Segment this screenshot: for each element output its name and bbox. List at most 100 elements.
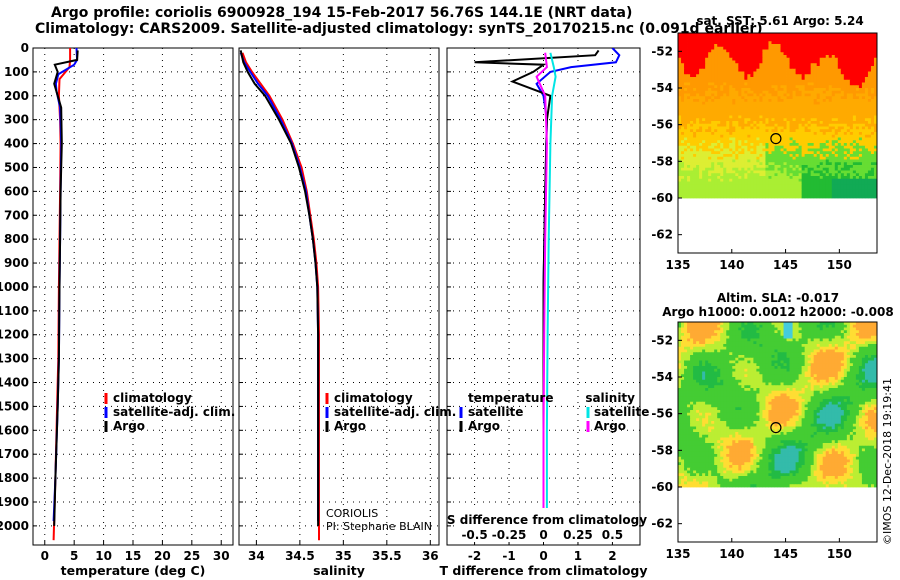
map-cell — [858, 82, 863, 86]
map-cell — [684, 143, 688, 147]
map-cell — [711, 132, 715, 136]
map-cell — [861, 66, 866, 70]
map-cell — [795, 173, 800, 177]
map-cell — [747, 189, 751, 193]
map-cell — [774, 38, 778, 42]
map-cell — [702, 165, 706, 169]
map-cell — [834, 121, 839, 125]
map-cell — [753, 129, 757, 133]
map-cell — [786, 167, 790, 171]
map-cell — [852, 181, 857, 185]
map-cell — [759, 327, 763, 331]
map-cell — [687, 132, 691, 136]
map-cell — [735, 96, 739, 100]
map-cell — [732, 77, 736, 81]
map-cell — [741, 189, 745, 193]
map-cell — [732, 55, 736, 59]
map-cell — [744, 93, 748, 97]
map-cell — [723, 145, 727, 149]
map-cell — [690, 145, 694, 149]
map-cell — [789, 68, 793, 72]
map-cell — [798, 346, 803, 350]
map-cell — [864, 148, 869, 152]
map-cell — [690, 104, 694, 108]
map-cell — [822, 335, 827, 339]
map-cell — [867, 330, 872, 334]
map-cell — [732, 352, 736, 356]
map-cell — [870, 66, 875, 70]
map-cell — [765, 79, 769, 83]
map-cell — [810, 148, 815, 152]
map-cell — [759, 123, 763, 127]
map-cell — [810, 96, 815, 100]
map-cell — [714, 85, 718, 89]
map-cell — [747, 170, 751, 174]
map-cell — [780, 187, 784, 191]
map-cell — [741, 60, 745, 64]
map-cell — [690, 162, 694, 166]
map-cell — [702, 44, 706, 48]
map-cell — [705, 38, 709, 42]
map-cell — [759, 96, 763, 100]
map-cell — [858, 132, 863, 136]
map-cell — [741, 68, 745, 72]
map-cell — [765, 170, 769, 174]
map-cell — [717, 132, 721, 136]
map-cell — [774, 57, 778, 61]
map-cell — [714, 151, 718, 155]
map-cell — [696, 90, 700, 94]
map-cell — [786, 192, 790, 196]
map-cell — [855, 63, 860, 67]
map-cell — [861, 349, 866, 353]
map-cell — [783, 123, 787, 127]
map-cell — [828, 115, 833, 119]
map-cell — [843, 82, 848, 86]
map-cell — [792, 192, 796, 196]
map-cell — [849, 132, 854, 136]
map-cell — [687, 121, 691, 125]
map-cell — [687, 333, 691, 337]
map-cell — [699, 327, 703, 331]
map-cell — [873, 33, 878, 37]
map-cell — [786, 338, 790, 342]
map-cell — [729, 115, 733, 119]
map-cell — [849, 82, 854, 86]
map-cell — [699, 184, 703, 188]
map-cell — [678, 57, 682, 61]
map-cell — [696, 71, 700, 75]
map-cell — [873, 327, 878, 331]
map-cell — [774, 170, 778, 174]
map-cell — [765, 123, 769, 127]
map-cell — [705, 129, 709, 133]
map-cell — [738, 192, 742, 196]
map-cell — [726, 151, 730, 155]
map-cell — [801, 346, 806, 350]
map-cell — [846, 192, 851, 196]
map-cell — [738, 344, 742, 348]
map-cell — [822, 159, 827, 163]
map-cell — [720, 96, 724, 100]
map-cell — [702, 137, 706, 141]
map-cell — [810, 104, 815, 108]
map-cell — [678, 145, 682, 149]
map-cell — [678, 88, 682, 92]
map-cell — [768, 38, 772, 42]
map-cell — [870, 151, 875, 155]
map-cell — [792, 66, 796, 70]
map-cell — [714, 82, 718, 86]
map-cell — [708, 178, 712, 182]
map-cell — [780, 44, 784, 48]
map-cell — [831, 115, 836, 119]
map-cell — [837, 107, 842, 111]
map-cell — [780, 38, 784, 42]
map-cell — [717, 143, 721, 147]
map-cell — [729, 189, 733, 193]
map-cell — [705, 181, 709, 185]
map-cell — [855, 170, 860, 174]
map-cell — [705, 335, 709, 339]
map-cell — [852, 123, 857, 127]
map-cell — [783, 33, 787, 37]
map-cell — [780, 35, 784, 39]
map-cell — [765, 154, 769, 158]
